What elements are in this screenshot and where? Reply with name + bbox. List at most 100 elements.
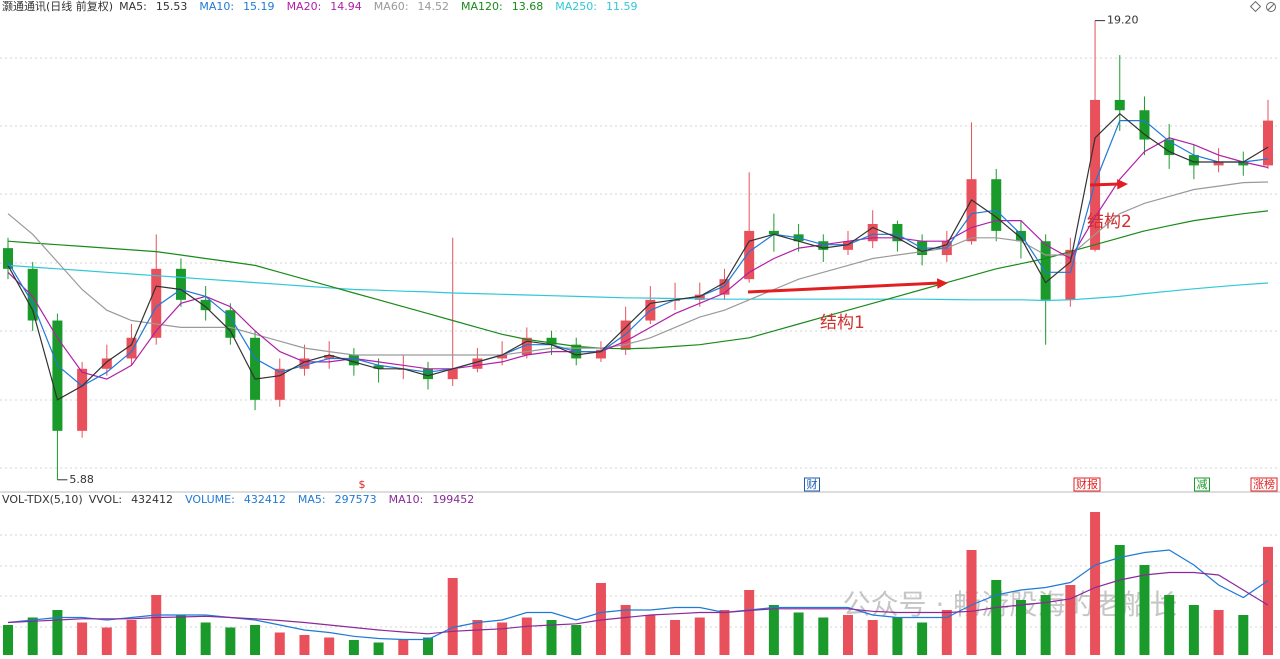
candle-body — [1040, 241, 1051, 300]
ma-line — [7, 571, 1269, 635]
ma-line — [7, 549, 1269, 641]
ma-line — [7, 112, 1269, 401]
price-legend: 灏通通讯(日线 前复权)MA515.53MA1015.19MA2014.94MA… — [2, 0, 650, 14]
candle-body — [77, 368, 88, 431]
candle-body — [744, 230, 755, 280]
volume-bar — [595, 583, 606, 655]
event-marker: 减 — [1197, 478, 1208, 491]
legend-name: MA5 — [298, 493, 329, 506]
volume-bar — [941, 610, 952, 655]
legend-value: 432412 — [243, 493, 286, 506]
candle-body — [818, 241, 829, 250]
grid — [0, 57, 1280, 628]
annotation-label: 19.20 — [1107, 14, 1139, 27]
volume-bar — [423, 637, 433, 655]
legend-value: 15.19 — [243, 0, 275, 13]
volume-bar — [1164, 595, 1175, 655]
ma-line — [7, 264, 1269, 302]
legend-item: MA120 13.68 — [461, 0, 549, 13]
volume-bar — [744, 590, 755, 655]
volume-bar — [348, 640, 359, 655]
arrow — [747, 281, 941, 294]
legend-name: MA10 — [389, 493, 427, 506]
volume-bar — [398, 640, 409, 655]
note: 结构2 — [1087, 212, 1132, 232]
legend-value: 199452 — [432, 493, 475, 506]
candle-body — [225, 310, 236, 338]
event-marker-box — [1194, 477, 1210, 492]
candle-body — [719, 279, 730, 295]
candle-body — [620, 320, 631, 350]
volume-bar — [645, 615, 656, 655]
volume-bar — [867, 620, 878, 655]
candle-body — [423, 368, 433, 380]
volume-bar — [892, 617, 903, 655]
volume-bar — [1213, 610, 1224, 655]
legend-name: VVOL — [89, 493, 125, 506]
volume-bar — [151, 595, 162, 655]
arrow-head — [1117, 179, 1128, 190]
candle-body — [27, 268, 38, 321]
candle-body — [521, 337, 532, 356]
legend-name: MA20 — [287, 0, 325, 13]
volume-bar — [843, 615, 853, 655]
legend-item: MA5 15.53 — [119, 0, 193, 13]
volume-bar — [917, 622, 928, 655]
candle-body — [1090, 99, 1101, 250]
volume-bar — [250, 625, 261, 655]
volume-bar — [1263, 546, 1273, 655]
candle-body — [991, 179, 1002, 231]
volume-bar — [200, 622, 211, 655]
volume-bar — [670, 620, 681, 655]
event-marker-box — [804, 477, 820, 492]
volume-legend: VOL-TDX(5,10) VVOL 432412 VOLUME 432412 MA5 29… — [2, 493, 486, 507]
annotation-label: 5.88 — [69, 473, 94, 486]
event-marker: $ — [359, 478, 366, 491]
ma-line — [7, 120, 1269, 387]
event-marker-box — [1250, 477, 1278, 492]
volume-bar — [1090, 512, 1101, 655]
legend-value: 297573 — [334, 493, 377, 506]
volume-bar — [126, 620, 137, 655]
legend-item: MA10 15.19 — [199, 0, 280, 13]
legend-name: VOLUME — [185, 493, 238, 506]
volume-bar — [1114, 545, 1125, 655]
note: 结构1 — [820, 313, 865, 333]
volume-bar — [768, 605, 779, 655]
volume-bar — [373, 642, 384, 655]
volume-title: VOL-TDX(5,10) — [2, 493, 83, 506]
candle-body — [3, 248, 13, 269]
candle-body — [694, 294, 705, 300]
candle-body — [472, 358, 483, 369]
candle-body — [324, 355, 335, 359]
candle-body — [1015, 230, 1026, 242]
candle-body — [126, 337, 137, 359]
candle-body — [447, 368, 458, 380]
volume-bar — [299, 635, 310, 655]
candle-body — [52, 320, 63, 431]
volume-bar — [966, 550, 977, 655]
candle-body — [768, 230, 779, 235]
candle-body — [175, 268, 186, 300]
watermark: 公众号 · 畅游股海的老船长 — [843, 588, 1178, 621]
chart-title: 灏通通讯(日线 前复权) — [2, 0, 114, 13]
legend-value: 11.59 — [606, 0, 638, 13]
ma-line — [7, 210, 1269, 350]
candle-body — [546, 337, 557, 345]
legend-item: MA20 14.94 — [287, 0, 368, 13]
legend-name: MA5 — [119, 0, 150, 13]
event-marker: 财 — [807, 477, 818, 491]
candle-body — [348, 355, 359, 366]
legend-value: 432412 — [131, 493, 174, 506]
volume-bar — [175, 615, 186, 655]
volume-bar — [1040, 595, 1051, 655]
volume-bar — [77, 622, 88, 655]
volume-bar — [694, 617, 705, 655]
legend-item: MA250 11.59 — [555, 0, 643, 13]
candle-body — [1263, 120, 1273, 166]
volume-bar — [1015, 600, 1026, 655]
legend-value: 14.94 — [330, 0, 362, 13]
window-icons — [1249, 0, 1276, 13]
